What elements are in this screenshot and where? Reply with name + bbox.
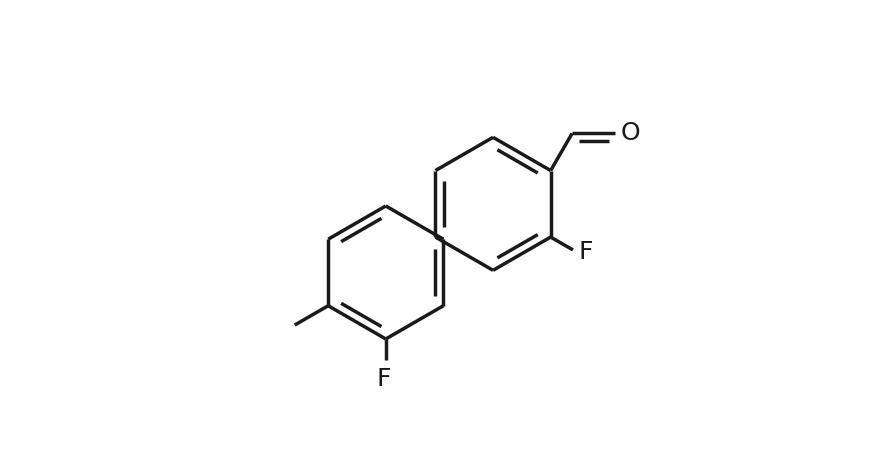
Text: F: F xyxy=(578,240,592,264)
Text: F: F xyxy=(376,367,391,391)
Text: O: O xyxy=(620,121,640,145)
